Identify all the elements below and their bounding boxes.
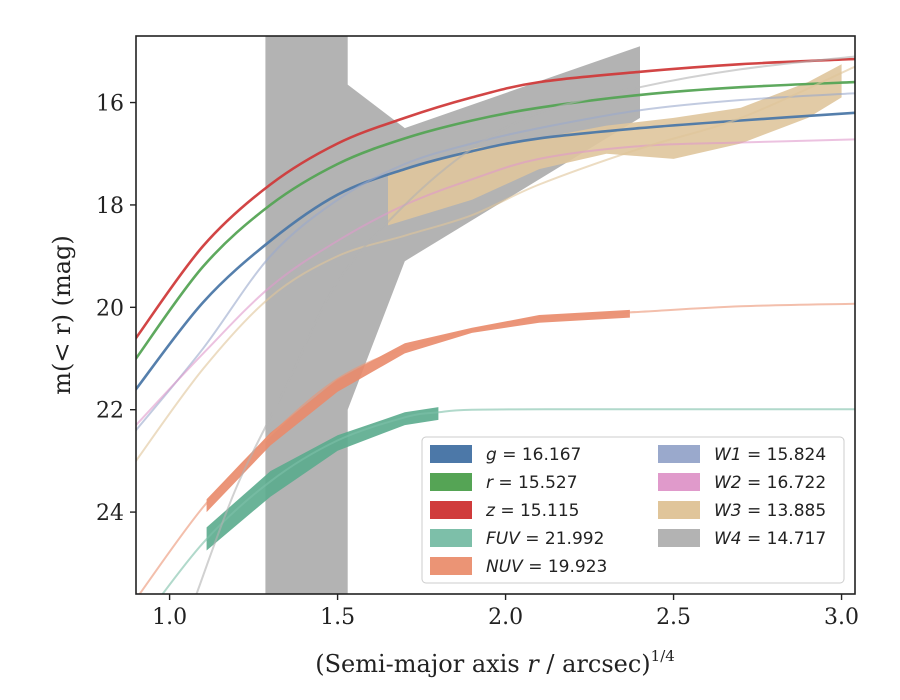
w4-band <box>265 36 640 594</box>
series-line-nuv <box>138 302 855 594</box>
series-line-z <box>136 57 855 340</box>
legend-swatch <box>658 501 700 519</box>
legend-swatch <box>430 557 472 575</box>
legend-label: FUV = 21.992 <box>486 529 604 549</box>
y-tick-label: 24 <box>96 501 124 526</box>
y-tick-label: 22 <box>96 399 124 424</box>
fuv-band <box>206 407 439 551</box>
legend-label: W3 = 13.885 <box>714 501 826 521</box>
legend-label: W1 = 15.824 <box>714 445 826 465</box>
legend-swatch <box>658 473 700 491</box>
y-tick-label: 20 <box>96 296 124 321</box>
legend-label: NUV = 19.923 <box>486 557 607 577</box>
x-tick-label: 2.5 <box>656 605 691 630</box>
x-tick-label: 3.0 <box>824 605 859 630</box>
series-line-r <box>136 80 855 360</box>
legend-swatch <box>430 529 472 547</box>
series-line-w3 <box>136 65 855 462</box>
plot-frame <box>135 35 856 595</box>
legend-box <box>421 436 845 584</box>
y-axis-ticks: 16 18 20 22 24 <box>96 92 136 526</box>
legend-swatch <box>658 529 700 547</box>
w3-band <box>388 64 842 226</box>
legend-swatch <box>430 473 472 491</box>
x-tick-label: 1.0 <box>152 605 187 630</box>
x-axis-title: (Semi-major axis r / arcsec)1/4 <box>315 647 675 678</box>
legend-swatch <box>658 445 700 463</box>
series-line-w2 <box>136 138 855 427</box>
series-line-fuv <box>161 408 855 594</box>
series-line-g <box>136 111 855 391</box>
legend-label: W4 = 14.717 <box>714 529 826 549</box>
x-axis-ticks: 1.0 1.5 2.0 2.5 3.0 <box>152 594 859 630</box>
x-tick-label: 2.0 <box>488 605 523 630</box>
curve-lines <box>136 55 855 594</box>
y-axis-title: m(< r) (mag) <box>48 235 76 394</box>
y-tick-label: 16 <box>96 92 124 117</box>
legend-label: r = 15.527 <box>486 473 578 493</box>
legend-label: g = 16.167 <box>486 445 581 465</box>
legend-swatch <box>430 501 472 519</box>
series-line-w1 <box>136 92 855 432</box>
legend-swatch <box>430 445 472 463</box>
legend-label: W2 = 16.722 <box>714 473 826 493</box>
legend-label: z = 15.115 <box>485 501 579 521</box>
y-tick-label: 18 <box>96 194 124 219</box>
uncertainty-bands <box>206 36 842 594</box>
series-line-w4 <box>195 55 855 594</box>
legend: g = 16.167 r = 15.527 z = 15.115 FUV = 21.9… <box>421 436 845 584</box>
x-tick-label: 1.5 <box>320 605 355 630</box>
